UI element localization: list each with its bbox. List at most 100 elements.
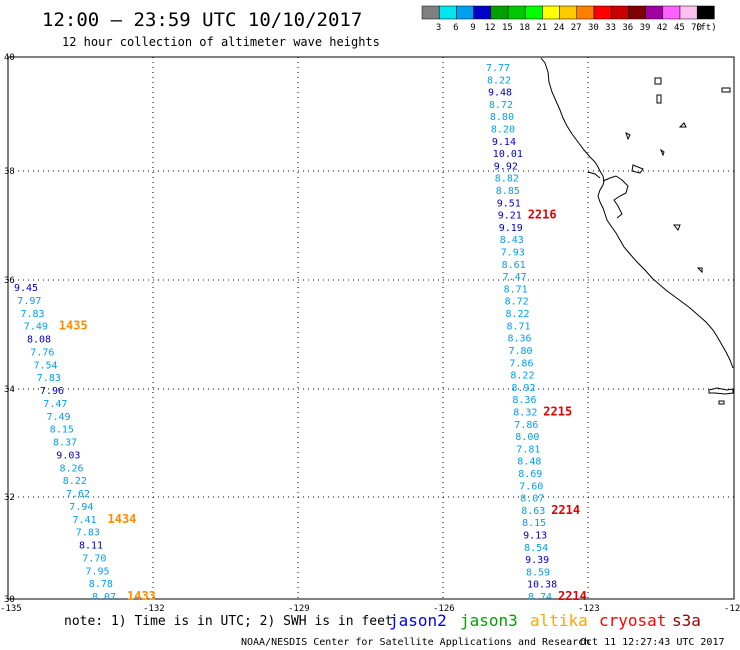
pass-time-label: 1433 <box>127 589 156 603</box>
wave-height-label: 8.69 <box>518 469 542 480</box>
bay-outline <box>602 175 629 219</box>
wave-height-label: 7.47 <box>503 272 527 283</box>
scale-label: 70 <box>691 23 702 33</box>
wave-height-label: 9.14 <box>492 137 516 148</box>
scale-swatch <box>628 5 646 20</box>
wave-height-label: 8.48 <box>517 457 541 468</box>
wave-height-label: 7.47 <box>43 399 67 410</box>
wave-height-label: 7.94 <box>69 502 93 513</box>
lake-outline <box>625 132 631 141</box>
scale-label: 36 <box>622 23 633 33</box>
wave-height-label: 8.72 <box>489 100 513 111</box>
units-note: note: 1) Time is in UTC; 2) SWH is in fe… <box>64 614 393 629</box>
wave-height-label: 8.07 <box>92 592 116 603</box>
wave-height-label: 9.13 <box>523 531 547 542</box>
wave-height-label: 7.49 <box>47 412 71 423</box>
scale-label: 45 <box>674 23 685 33</box>
lake-outline <box>659 148 665 157</box>
scale-label: 9 <box>470 23 475 33</box>
scale-label: (ft) <box>695 23 717 33</box>
scale-label: 6 <box>453 23 458 33</box>
wave-height-label: 8.59 <box>526 567 550 578</box>
wave-height-label: 8.82 <box>495 174 519 185</box>
scale-swatch <box>542 5 560 20</box>
island-outline <box>718 400 725 405</box>
wave-height-label: 8.63 <box>521 506 545 517</box>
scale-swatch <box>559 5 578 20</box>
wave-height-label: 8.32 <box>513 408 537 419</box>
wave-height-label: 7.81 <box>516 444 540 455</box>
scale-label: 33 <box>605 23 616 33</box>
wave-height-label: 9.51 <box>497 198 521 209</box>
scale-swatch <box>473 5 492 20</box>
map-subtitle: 12 hour collection of altimeter wave hei… <box>62 35 380 49</box>
wave-height-label: 8.08 <box>27 335 51 346</box>
scale-label: 30 <box>588 23 599 33</box>
wave-height-label: 8.78 <box>89 579 113 590</box>
pass-time-label: 1435 <box>59 319 88 333</box>
wave-height-label: 7.83 <box>37 373 61 384</box>
wave-height-label: 9.45 <box>14 283 38 294</box>
wave-height-label: 8.71 <box>507 321 531 332</box>
wave-height-label: 8.80 <box>490 112 514 123</box>
wave-height-label: 8.15 <box>522 518 546 529</box>
wave-height-label: 7.86 <box>514 420 538 431</box>
lake-outline <box>678 122 687 128</box>
scale-label: 24 <box>554 23 565 33</box>
wave-height-label: 8.72 <box>505 297 529 308</box>
wave-height-label: 7.80 <box>509 346 533 357</box>
wave-height-label: 8.22 <box>487 75 511 86</box>
island-outline <box>708 387 734 395</box>
wave-height-label: 7.83 <box>21 309 45 320</box>
east-track: 7.778.229.488.728.808.209.1410.019.928.8… <box>486 63 587 603</box>
legend-jason3: jason3 <box>460 611 518 630</box>
lake-outline <box>721 87 731 93</box>
wave-height-label: 7.93 <box>501 248 525 259</box>
scale-swatch <box>696 5 715 20</box>
wave-height-label: 8.36 <box>508 334 532 345</box>
lon-label: -126 <box>433 604 455 614</box>
wave-height-color-scale: 3 6 9 12 15 18 21 24 27 30 33 36 39 42 45 70(ft) <box>421 5 717 33</box>
wave-height-label: 8.26 <box>60 463 84 474</box>
scale-label: 18 <box>519 23 530 33</box>
wave-height-label: 8.36 <box>512 395 536 406</box>
wave-height-label: 7.95 <box>86 566 110 577</box>
wave-height-label: 8.43 <box>500 235 524 246</box>
wave-height-label: 9.48 <box>488 88 512 99</box>
wave-height-label: 7.70 <box>82 553 106 564</box>
legend-cryosat: cryosat <box>599 611 666 630</box>
coastline <box>540 57 734 369</box>
lat-label: 32 <box>4 493 15 503</box>
pass-time-label: 1434 <box>108 512 137 526</box>
latitude-labels: 40 38 36 34 32 30 <box>4 53 15 605</box>
scale-swatch <box>524 5 543 20</box>
map-title: 12:00 — 23:59 UTC 10/10/2017 <box>42 9 362 31</box>
scale-label: 21 <box>536 23 547 33</box>
pass-time-label: 2214 <box>551 503 580 517</box>
wave-height-label: 7.54 <box>34 360 58 371</box>
pass-time-label: 2214 <box>558 589 587 603</box>
lake-outline <box>631 164 644 174</box>
scale-swatch <box>456 5 474 20</box>
lon-label: -135 <box>0 604 22 614</box>
wave-height-label: 10.01 <box>493 149 523 160</box>
scale-label: 39 <box>640 23 651 33</box>
lat-label: 40 <box>4 53 15 63</box>
lon-label: -129 <box>288 604 310 614</box>
scale-swatch <box>662 5 681 20</box>
scale-swatch <box>610 5 629 20</box>
wave-height-label: 7.83 <box>76 528 100 539</box>
lat-label: 38 <box>4 167 15 177</box>
lake-outline <box>656 94 662 104</box>
california-coastline <box>540 57 734 405</box>
wave-height-label: 9.39 <box>525 555 549 566</box>
bay-inlet <box>587 171 601 179</box>
wave-height-label: 8.74 <box>528 592 552 603</box>
wave-height-label: 7.77 <box>486 63 510 74</box>
wave-height-label: 7.49 <box>24 322 48 333</box>
scale-label: 3 <box>436 23 441 33</box>
pass-time-label: 2216 <box>528 208 557 222</box>
wave-height-label: 8.54 <box>524 543 548 554</box>
scale-label: 27 <box>571 23 582 33</box>
scale-swatch <box>507 5 526 20</box>
